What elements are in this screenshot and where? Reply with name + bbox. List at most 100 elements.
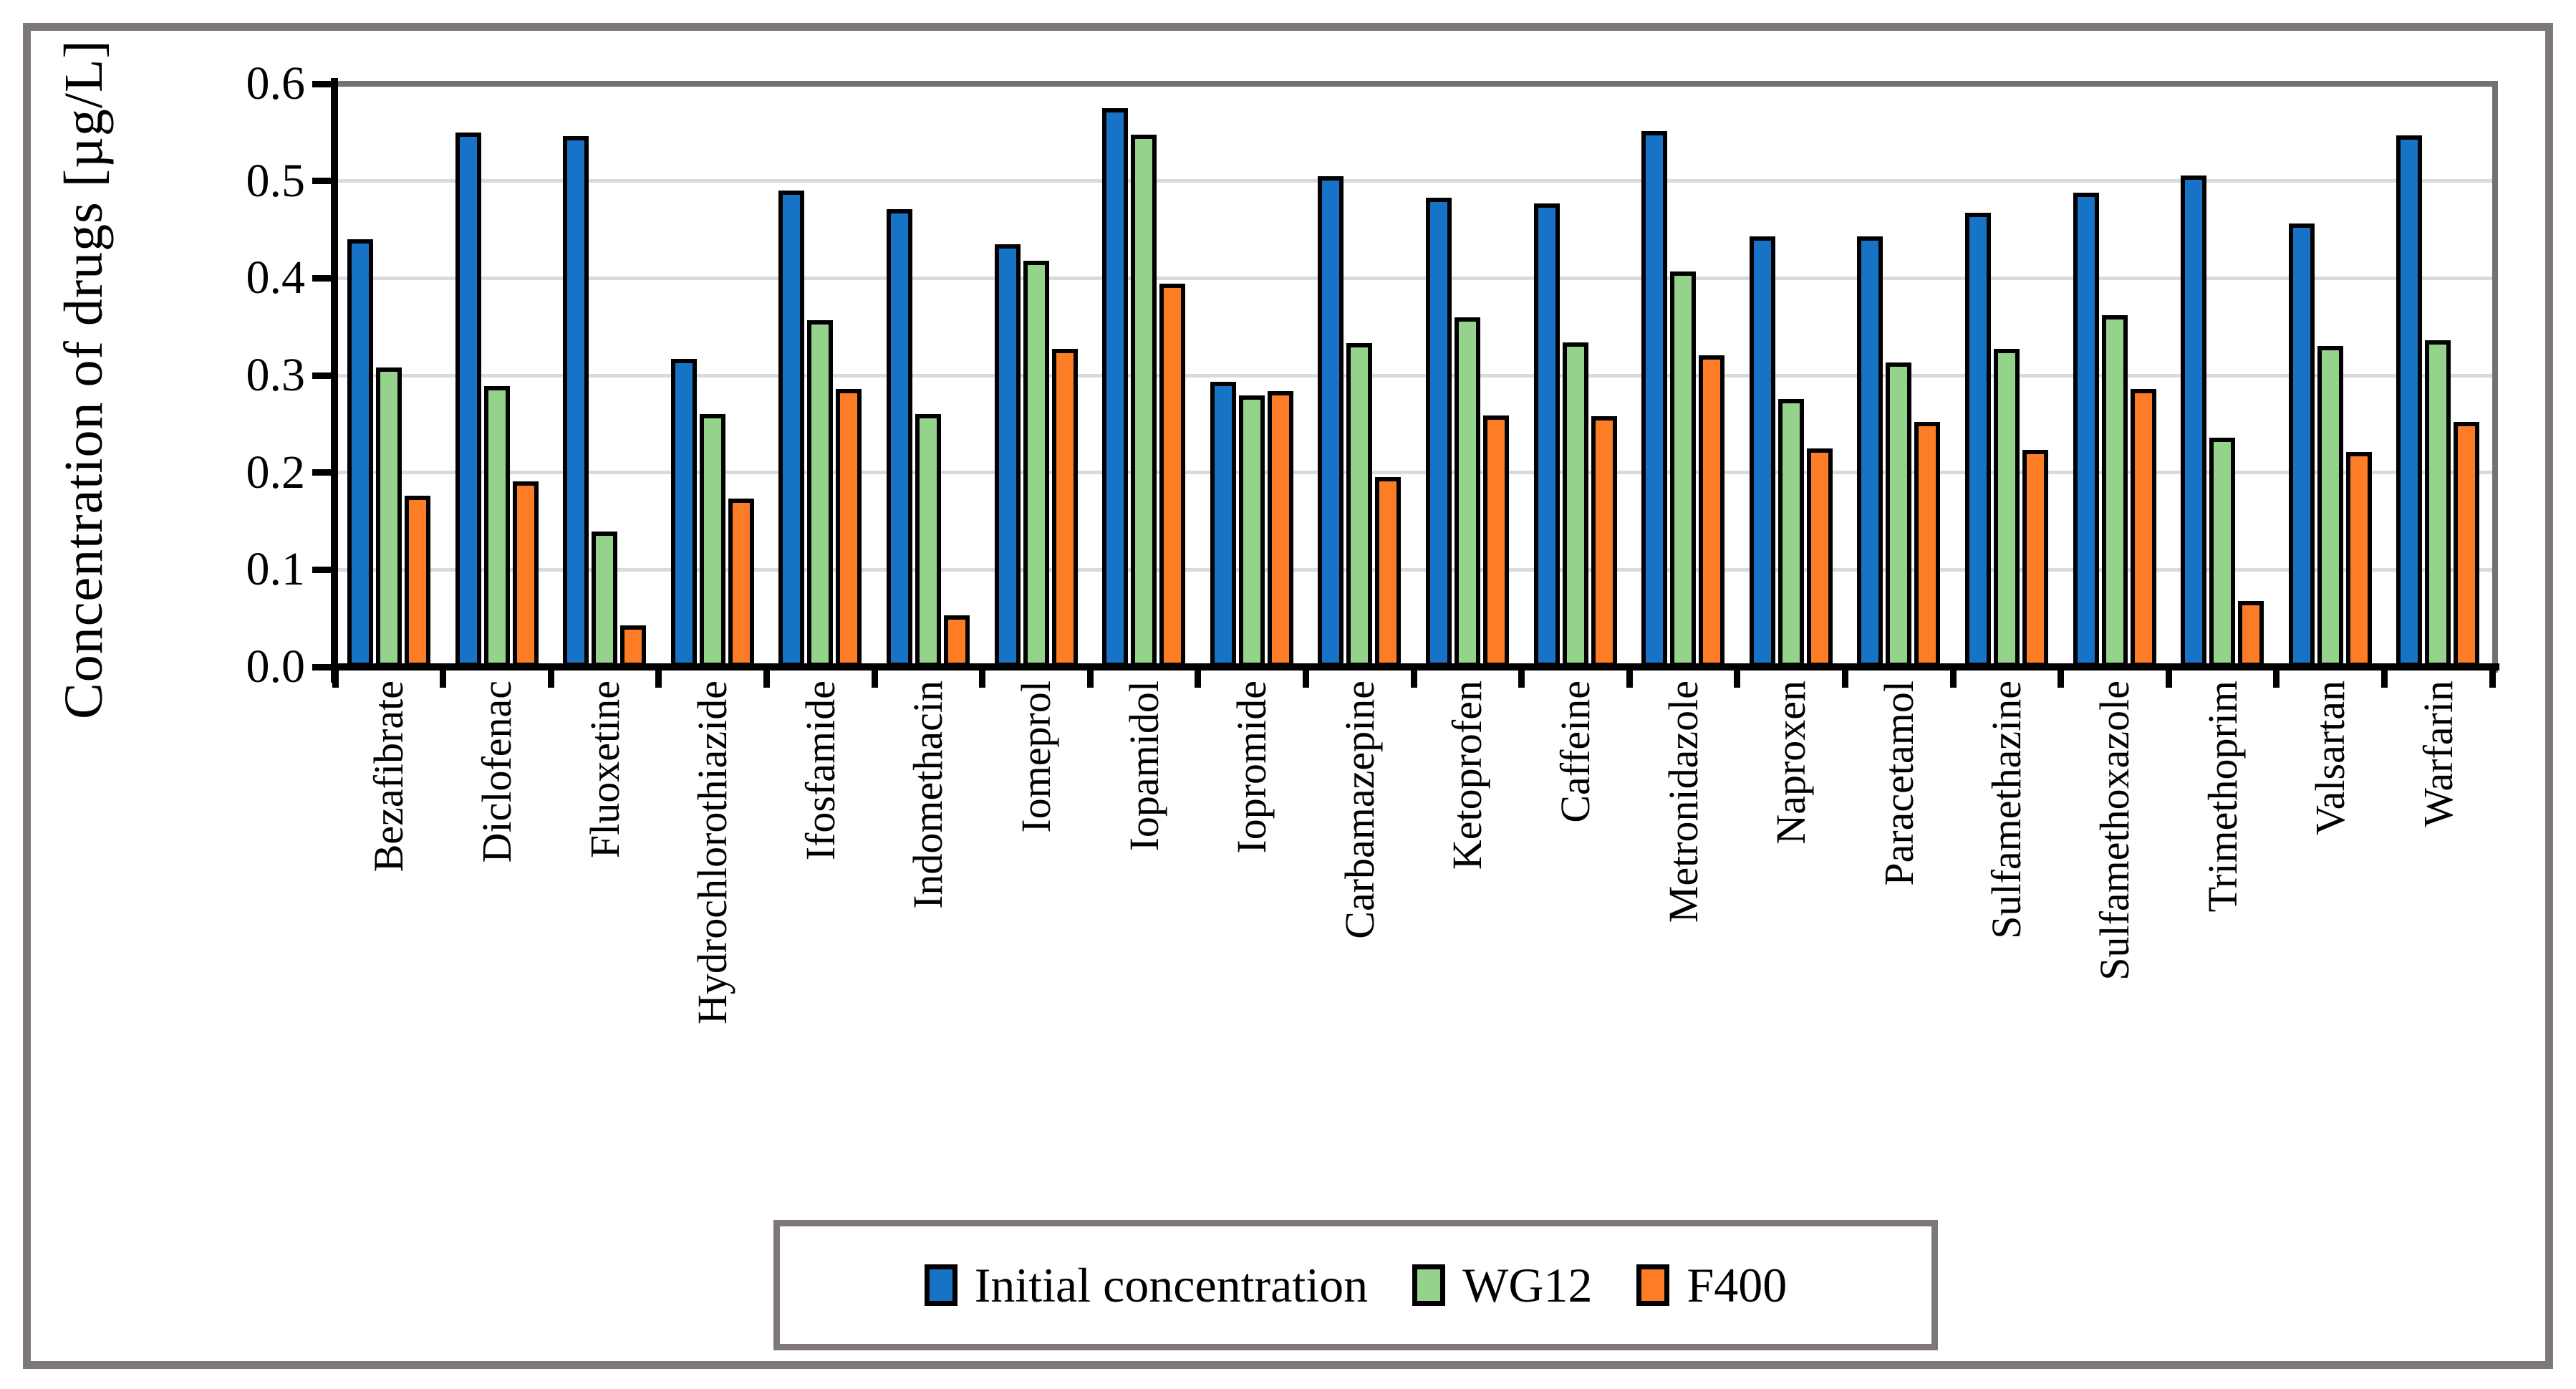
bar xyxy=(2209,438,2236,667)
x-tick xyxy=(440,671,447,688)
bar xyxy=(2238,601,2264,667)
y-axis-title: Concentration of drugs [µg/L] xyxy=(54,39,114,720)
bar xyxy=(512,481,539,667)
bar xyxy=(1699,355,1725,667)
bar xyxy=(2288,224,2315,667)
bar xyxy=(2345,452,2372,667)
legend-item: Initial concentration xyxy=(924,1258,1369,1312)
bar-group xyxy=(1198,84,1306,667)
bar xyxy=(1886,362,1912,667)
bar xyxy=(376,367,402,667)
y-tick-label: 0.2 xyxy=(246,446,306,499)
x-axis-line xyxy=(331,663,2499,671)
x-category-label: Naproxen xyxy=(1767,681,1815,845)
bar-group xyxy=(983,84,1091,667)
y-tick xyxy=(312,663,332,671)
bar-group xyxy=(443,84,551,667)
x-category-label: Iopamidol xyxy=(1120,681,1167,852)
bar-group xyxy=(2384,84,2492,667)
x-tick xyxy=(1949,671,1957,688)
bar-group xyxy=(335,84,443,667)
bar xyxy=(592,532,618,667)
legend-item: WG12 xyxy=(1412,1259,1592,1311)
y-tick-label: 0.6 xyxy=(246,57,306,110)
y-axis-line xyxy=(331,78,338,683)
bar xyxy=(915,414,941,667)
bar xyxy=(1483,415,1509,667)
y-tick xyxy=(312,372,332,379)
x-category-label: Sulfamethazine xyxy=(1983,681,2030,939)
x-tick xyxy=(979,671,986,688)
x-tick xyxy=(1626,671,1633,688)
bar-group xyxy=(1414,84,1522,667)
x-tick xyxy=(2489,671,2496,688)
y-gridline xyxy=(338,276,2492,280)
bar xyxy=(1267,391,1293,667)
bar-group xyxy=(1629,84,1737,667)
bar-group xyxy=(874,84,983,667)
bar-group xyxy=(1306,84,1414,667)
bar xyxy=(1102,108,1129,667)
bar xyxy=(778,191,805,667)
legend-swatch xyxy=(1636,1264,1670,1306)
x-category-label: Indomethacin xyxy=(905,681,952,909)
x-category-label: Carbamazepine xyxy=(1336,681,1383,939)
x-category-label: Fluoxetine xyxy=(581,681,628,859)
bar-group xyxy=(1090,84,1198,667)
bar xyxy=(1131,135,1157,667)
bar xyxy=(1857,236,1883,667)
bar-group xyxy=(1522,84,1630,667)
bar xyxy=(1210,382,1236,667)
bar xyxy=(1641,131,1668,667)
bar xyxy=(670,359,697,667)
bar xyxy=(1965,213,1991,667)
y-tick-label: 0.4 xyxy=(246,251,306,304)
x-category-label: Sulfamethoxazole xyxy=(2090,681,2138,981)
y-tick-label: 0.5 xyxy=(246,154,306,207)
bar xyxy=(1994,349,2020,667)
y-gridline xyxy=(338,567,2492,572)
x-category-label: Iomeprol xyxy=(1012,681,1059,833)
bar-group xyxy=(2169,84,2277,667)
bar xyxy=(728,499,754,667)
legend-swatch xyxy=(924,1264,957,1306)
bar xyxy=(2454,422,2480,667)
y-gridline xyxy=(338,179,2492,183)
bar xyxy=(994,244,1021,667)
x-tick xyxy=(2273,671,2280,688)
bar xyxy=(1051,349,1078,667)
x-tick xyxy=(2165,671,2172,688)
bar xyxy=(1777,399,1804,667)
bar-group xyxy=(1737,84,1846,667)
bar xyxy=(1533,203,1560,667)
x-tick xyxy=(332,671,339,688)
y-tick xyxy=(312,566,332,573)
legend-item: F400 xyxy=(1636,1259,1787,1311)
bar xyxy=(1346,343,1373,667)
x-category-label: Trimethoprim xyxy=(2199,681,2246,913)
bar-group xyxy=(659,84,767,667)
legend: Initial concentration WG12 F400 xyxy=(773,1220,1938,1350)
legend-label: WG12 xyxy=(1462,1258,1593,1312)
bar xyxy=(807,320,834,667)
y-gridline xyxy=(338,471,2492,475)
bar xyxy=(1455,317,1480,667)
x-category-label: Ifosfamide xyxy=(796,681,844,861)
legend-label: Initial concentration xyxy=(974,1258,1369,1312)
x-category-label: Ketoprofen xyxy=(1444,681,1491,870)
bar xyxy=(1806,448,1833,667)
x-category-label: Caffeine xyxy=(1551,681,1598,823)
bar xyxy=(2022,450,2048,667)
y-tick-label: 0.0 xyxy=(246,640,306,693)
plot-right-border xyxy=(2492,81,2498,673)
x-tick xyxy=(1195,671,1202,688)
bar xyxy=(455,133,481,667)
x-category-label: Valsartan xyxy=(2307,681,2354,835)
bar xyxy=(1159,284,1186,667)
bar xyxy=(699,414,725,667)
y-tick-label: 0.1 xyxy=(246,543,306,596)
x-tick xyxy=(1841,671,1848,688)
bar xyxy=(836,389,862,667)
y-tick xyxy=(312,469,332,476)
